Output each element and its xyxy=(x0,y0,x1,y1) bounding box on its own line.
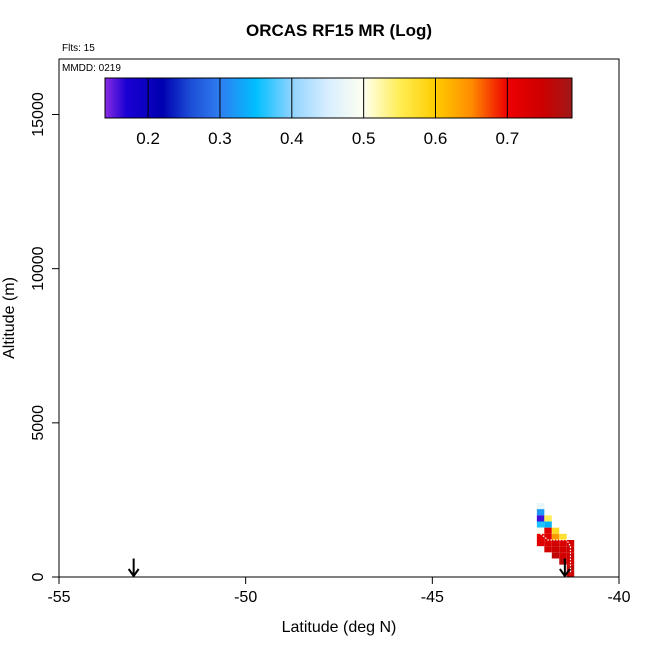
heatmap-cell xyxy=(536,540,545,547)
heatmap-cell xyxy=(551,546,560,553)
heatmap-cell xyxy=(544,546,552,553)
y-tick-label: 0 xyxy=(30,572,47,581)
heatmap-cell xyxy=(559,533,567,540)
heatmap-cell xyxy=(551,533,560,540)
x-tick-label: -45 xyxy=(421,589,444,606)
colorbar-tick-label: 0.7 xyxy=(496,129,520,148)
down-arrow xyxy=(127,558,140,578)
colorbar-bar xyxy=(104,77,573,119)
heatmap-cell xyxy=(544,540,552,547)
x-tick-label: -55 xyxy=(47,589,70,606)
x-axis: -55 -50 -45 -40 xyxy=(47,576,631,606)
heatmap-cell xyxy=(559,558,567,565)
y-axis-label: Altitude (m) xyxy=(1,277,18,359)
arrow-head xyxy=(127,568,140,578)
heatmap-cell xyxy=(566,546,575,553)
colorbar-tick-label: 0.6 xyxy=(424,129,448,148)
heatmap-cell xyxy=(544,515,552,522)
heatmap-cell xyxy=(559,540,567,547)
heatmap-cell xyxy=(544,527,552,534)
colorbar: 0.2 0.3 0.4 0.5 0.6 0.7 xyxy=(104,77,573,148)
arrow-markers xyxy=(127,558,571,578)
date-note: MMDD: 0219 xyxy=(62,63,121,74)
heatmap-cell xyxy=(536,503,545,510)
colorbar-tick-label: 0.5 xyxy=(352,129,376,148)
heatmap-cell xyxy=(559,552,567,559)
heatmap-cell xyxy=(551,527,560,534)
down-arrow xyxy=(559,558,571,578)
heatmap-cell xyxy=(536,521,545,528)
heatmap-cell xyxy=(566,558,575,565)
heatmap-cell xyxy=(544,533,552,540)
heatmap-cell xyxy=(544,521,552,528)
heatmap-cell xyxy=(536,527,545,534)
x-tick-label: -50 xyxy=(234,589,257,606)
y-axis: 0 5000 10000 15000 xyxy=(30,92,60,581)
flights-note: Flts: 15 xyxy=(62,43,95,54)
chart-title: ORCAS RF15 MR (Log) xyxy=(246,21,432,40)
x-tick-label: -40 xyxy=(607,589,630,606)
colorbar-tick-label: 0.3 xyxy=(208,129,232,148)
colorbar-tick-label: 0.4 xyxy=(280,129,304,148)
arrow-head xyxy=(559,568,571,578)
colorbar-tick-label: 0.2 xyxy=(136,129,160,148)
y-tick-label: 10000 xyxy=(30,246,47,291)
heatmap-cell xyxy=(566,552,575,559)
heatmap-cell xyxy=(536,515,545,522)
x-axis-label: Latitude (deg N) xyxy=(282,619,397,636)
heatmap-cell xyxy=(551,540,560,547)
y-tick-label: 5000 xyxy=(30,405,47,441)
y-tick-label: 15000 xyxy=(30,92,47,137)
heatmap-cell xyxy=(551,552,560,559)
heatmap-cell xyxy=(559,546,567,553)
heatmap-cell xyxy=(536,509,545,516)
heatmap-cell xyxy=(566,540,575,547)
heatmap-cell xyxy=(536,533,545,540)
